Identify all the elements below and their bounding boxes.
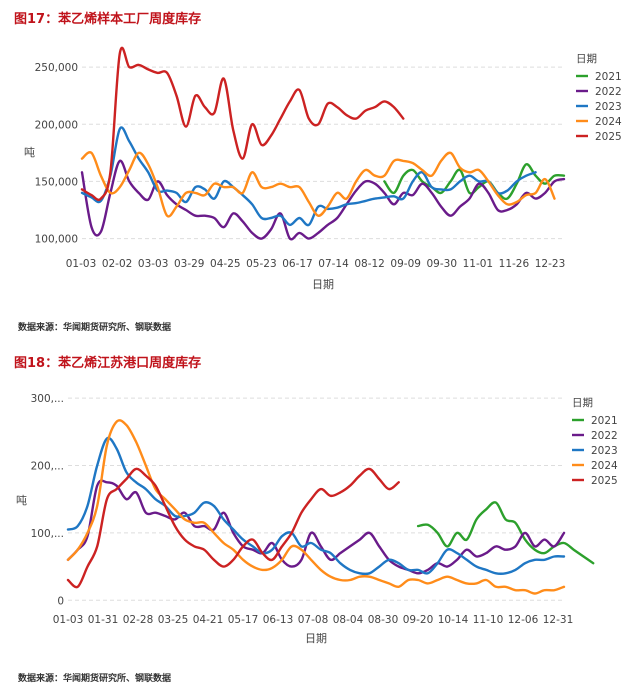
fig18-series-line-2024: [66, 419, 566, 595]
fig17-legend-label-2025: 2025: [595, 131, 622, 143]
fig17-xtick-label: 05-23: [246, 258, 277, 270]
fig17-ytick-label: 250,000: [35, 62, 78, 74]
fig17-ytick-label: 150,000: [35, 176, 78, 188]
fig18-series-line-2022: [66, 479, 566, 575]
fig18-y-axis-title: 吨: [16, 494, 27, 507]
fig18-xtick-label: 02-28: [123, 614, 154, 626]
figure17-chart: 100,000 150,000 200,000 250,000 01-03 02-02 03…: [24, 46, 622, 291]
fig17-xtick-label: 03-29: [174, 258, 205, 270]
fig18-xtick-label: 06-13: [263, 614, 294, 626]
fig18-ytick-label: 0: [57, 595, 64, 607]
fig18-legend-title: 日期: [572, 397, 593, 409]
fig17-xtick-label: 08-12: [354, 258, 385, 270]
fig18-xtick-label: 03-25: [158, 614, 189, 626]
fig18-xtick-label: 10-14: [438, 614, 469, 626]
fig18-xtick-label: 05-17: [228, 614, 259, 626]
fig17-ytick-label: 100,000: [35, 234, 78, 246]
fig18-legend-label-2022: 2022: [591, 430, 618, 442]
figure17-source-note: 数据来源：华闻期货研究所、钢联数据: [18, 323, 172, 333]
fig17-xtick-label: 06-17: [282, 258, 313, 270]
fig18-xtick-label: 07-08: [298, 614, 329, 626]
fig17-legend-label-2022: 2022: [595, 86, 622, 98]
fig18-legend-label-2024: 2024: [591, 460, 618, 472]
fig17-xtick-label: 04-25: [210, 258, 241, 270]
fig17-xtick-label: 12-23: [535, 258, 566, 270]
fig18-ytick-label: 100,...: [31, 528, 64, 540]
fig17-xtick-label: 11-01: [463, 258, 494, 270]
fig18-xtick-label: 01-31: [88, 614, 119, 626]
fig18-series-line-2021: [416, 501, 595, 565]
fig17-legend-label-2021: 2021: [595, 71, 622, 83]
fig17-xtick-label: 03-03: [138, 258, 169, 270]
fig17-y-axis-title: 吨: [24, 146, 35, 159]
fig18-legend-label-2025: 2025: [591, 475, 618, 487]
fig17-xtick-label: 02-02: [102, 258, 133, 270]
fig17-xtick-label: 09-30: [427, 258, 458, 270]
fig17-xtick-label: 07-14: [318, 258, 349, 270]
fig17-xtick-label: 09-09: [390, 258, 421, 270]
fig17-legend-label-2023: 2023: [595, 101, 622, 113]
fig17-series-line-2025: [80, 46, 405, 202]
fig18-series-line-2025: [66, 467, 400, 589]
fig17-legend-title: 日期: [576, 53, 597, 65]
fig18-xtick-label: 09-20: [403, 614, 434, 626]
fig18-xtick-label: 11-10: [473, 614, 504, 626]
fig17-xtick-label: 11-26: [499, 258, 530, 270]
fig17-legend-label-2024: 2024: [595, 116, 622, 128]
fig18-legend-label-2021: 2021: [591, 415, 618, 427]
fig18-ytick-label: 200,...: [31, 460, 64, 472]
fig17-x-axis-title: 日期: [312, 278, 334, 291]
fig18-xtick-label: 01-03: [53, 614, 84, 626]
fig17-series-line-2022: [80, 159, 566, 241]
fig17-series-line-2023: [80, 126, 537, 227]
fig17-xtick-label: 01-03: [66, 258, 97, 270]
fig17-ytick-label: 200,000: [35, 119, 78, 131]
figure18-chart: 0 100,... 200,... 300,... 01-03 01-31 02-28 03-…: [16, 393, 618, 645]
fig18-ytick-label: 300,...: [31, 393, 64, 405]
fig18-xtick-label: 04-21: [193, 614, 224, 626]
figure18-source-note: 数据来源：华闻期货研究所、钢联数据: [18, 674, 172, 684]
fig18-series-line-2023: [66, 436, 566, 576]
fig18-xtick-label: 08-04: [333, 614, 364, 626]
fig18-legend-label-2023: 2023: [591, 445, 618, 457]
figure17-title: 图17：苯乙烯样本工厂周度库存: [14, 12, 202, 27]
figure18-title: 图18：苯乙烯江苏港口周度库存: [14, 356, 202, 371]
fig17-series-line-2024: [80, 151, 556, 218]
fig18-xtick-label: 12-31: [543, 614, 574, 626]
fig18-xtick-label: 08-30: [368, 614, 399, 626]
fig18-xtick-label: 12-06: [508, 614, 539, 626]
fig18-x-axis-title: 日期: [305, 632, 327, 645]
